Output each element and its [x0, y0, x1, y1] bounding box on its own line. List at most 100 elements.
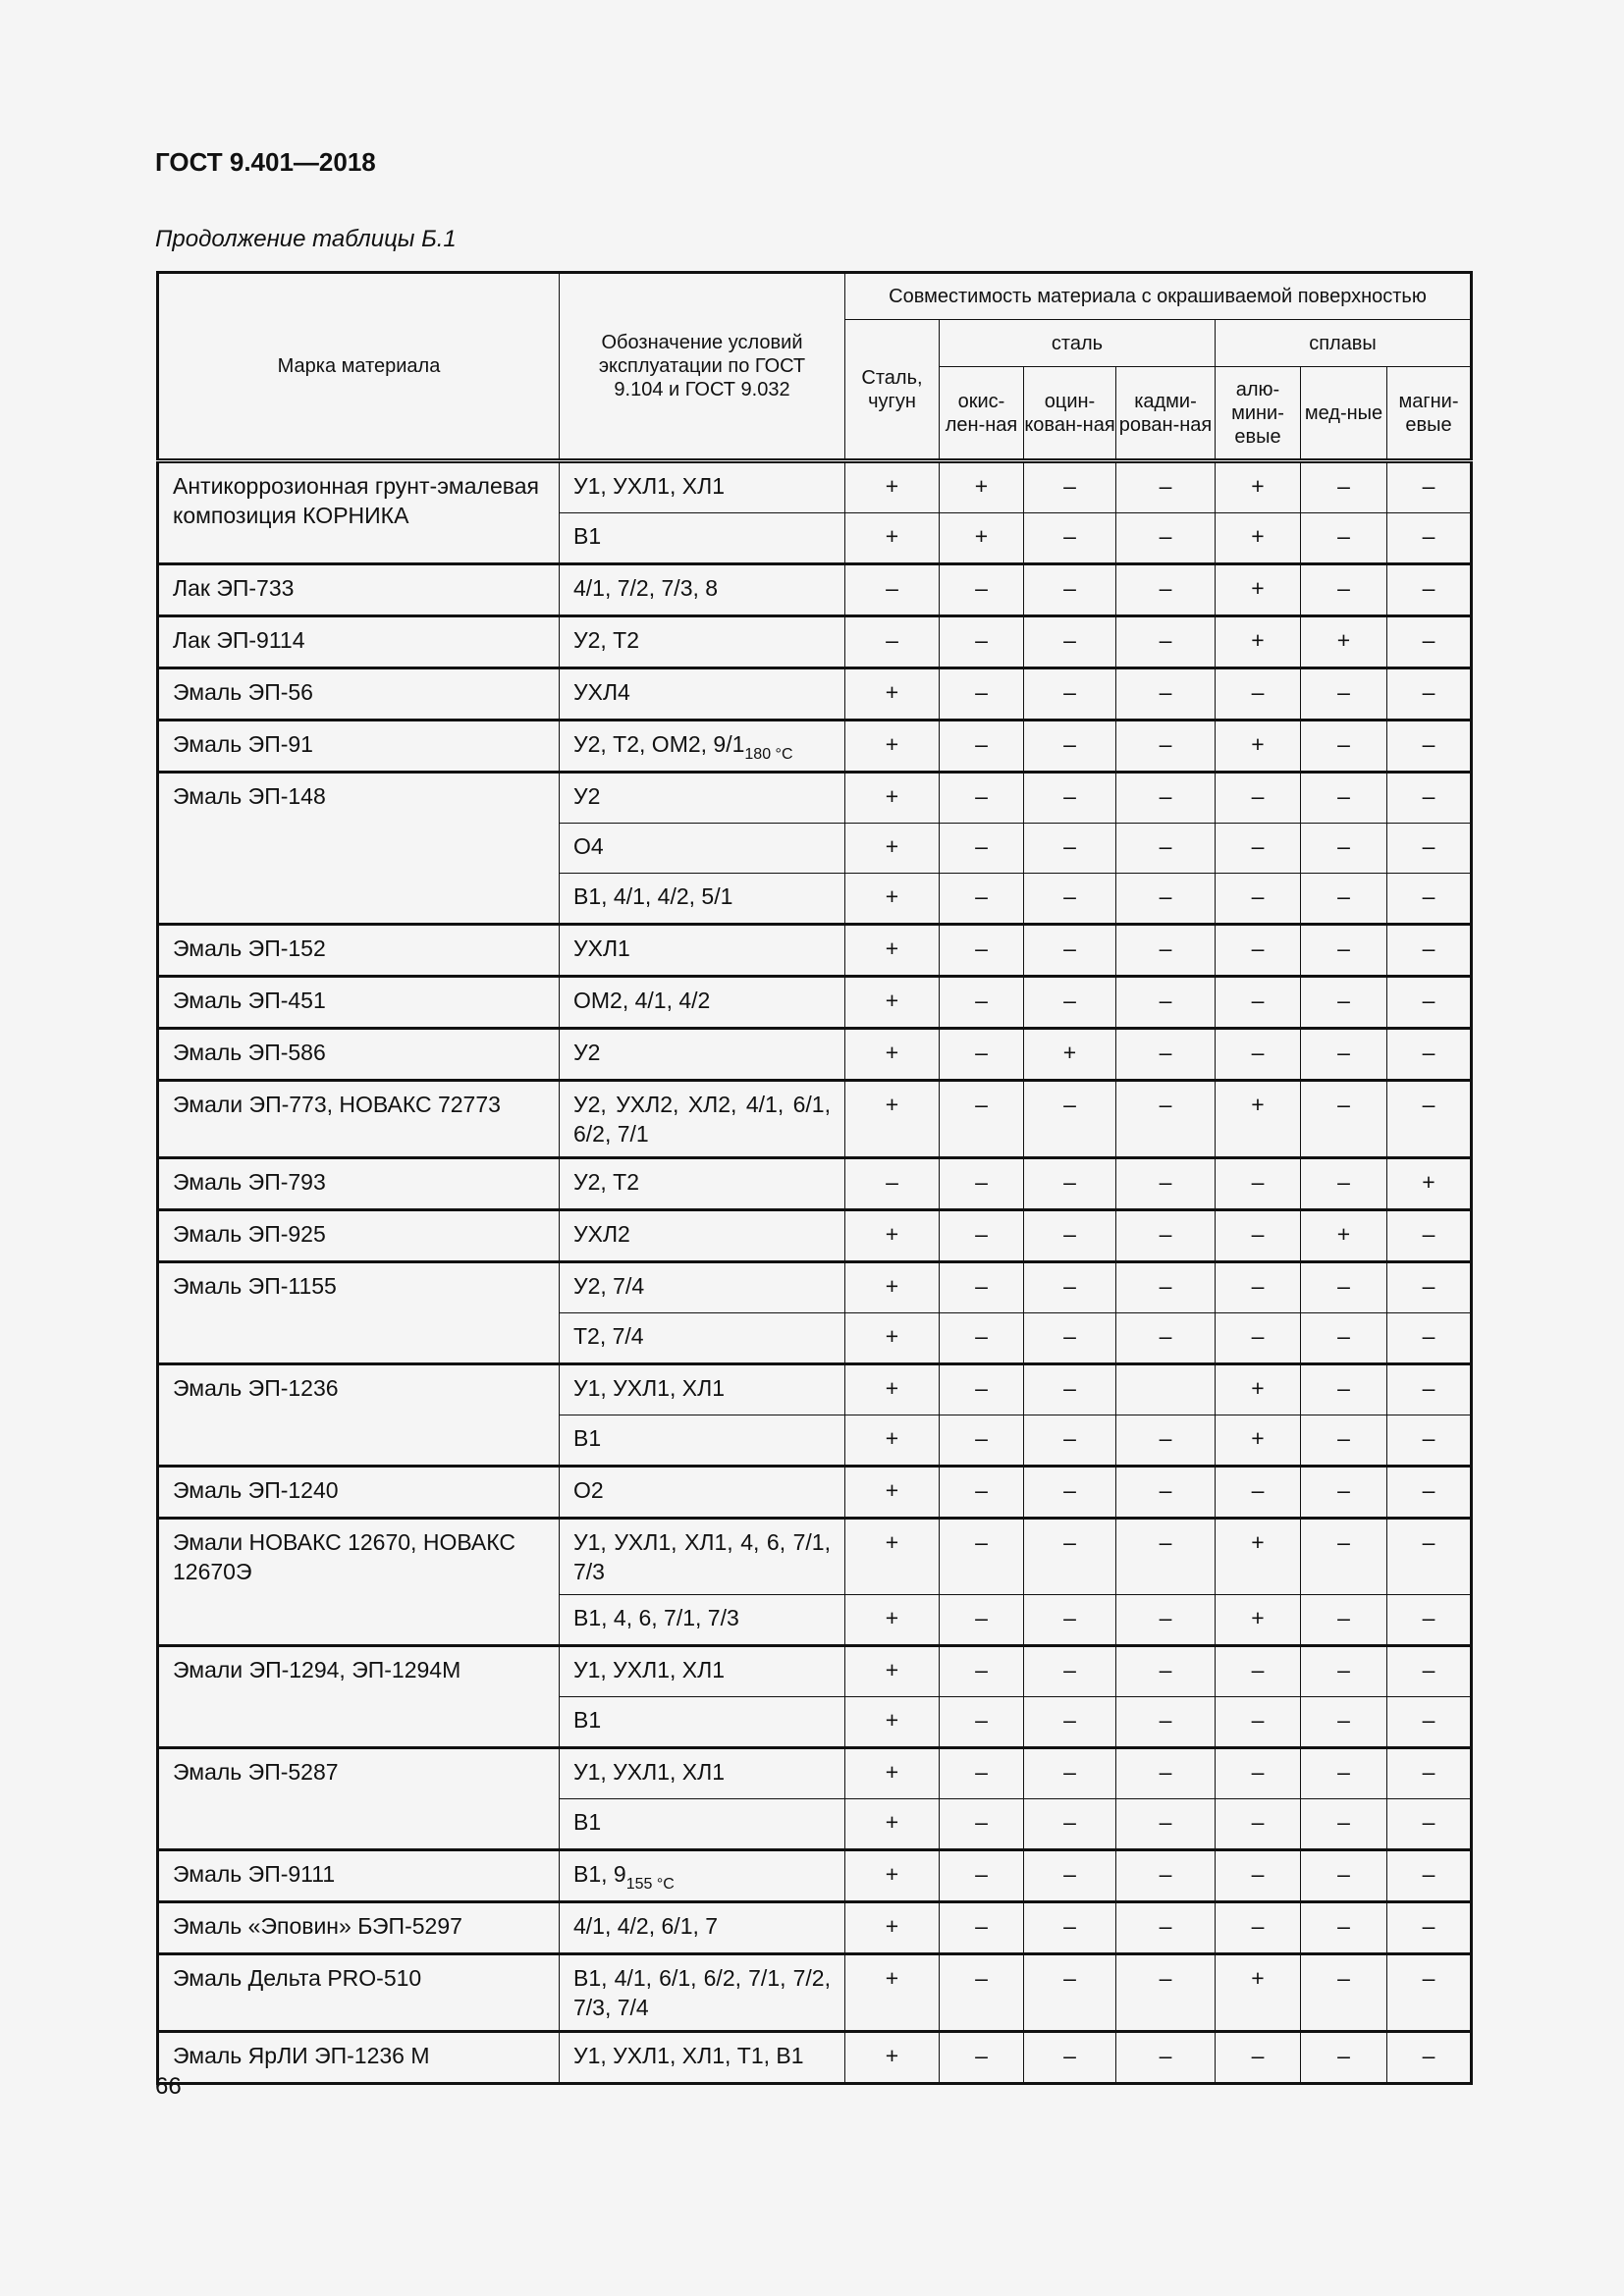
- conditions-text: В1: [573, 1809, 602, 1835]
- compatibility-value: –: [939, 1466, 1024, 1519]
- compatibility-value: +: [844, 1696, 940, 1748]
- compatibility-value: +: [1215, 512, 1301, 564]
- material-name: Лак ЭП-733: [157, 563, 560, 616]
- material-name: Эмаль ЭП-1236: [157, 1363, 560, 1467]
- material-group: Эмаль ЭП-1155 У2, 7/4 + – – – – – – Т2, 7/4 + – – – – –…: [157, 1261, 1472, 1364]
- compatibility-value: –: [939, 1747, 1024, 1799]
- compatibility-value: –: [1300, 1518, 1387, 1595]
- compatibility-value: –: [1215, 1312, 1301, 1364]
- compatibility-value: –: [1115, 823, 1216, 874]
- conditions-cell: У2, Т2: [559, 615, 845, 668]
- compatibility-value: –: [1386, 1312, 1472, 1364]
- header-steel-cast-iron: Сталь, чугун: [844, 319, 940, 463]
- conditions-text: У2: [573, 1040, 601, 1065]
- conditions-cell: В1: [559, 1798, 845, 1850]
- compatibility-table: Марка материала Обозначение условий эксп…: [156, 271, 1473, 2085]
- compatibility-value: –: [1115, 1901, 1216, 1954]
- compatibility-value: –: [1215, 1209, 1301, 1262]
- material-group: Лак ЭП-9114 У2, Т2– – – – + + –: [157, 615, 1472, 668]
- compatibility-value: –: [1115, 924, 1216, 977]
- compatibility-value: –: [1215, 924, 1301, 977]
- material-group: Эмали ЭП-773, НОВАКС 72773 У2, УХЛ2, ХЛ2,…: [157, 1080, 1472, 1158]
- conditions-text: У2, УХЛ2, ХЛ2, 4/1, 6/1, 6/2, 7/1: [573, 1092, 831, 1147]
- compatibility-value: +: [844, 1901, 940, 1954]
- table-row: Эмаль Дельта PRO-510 В1, 4/1, 6/1, 6/2, 7…: [157, 1953, 1472, 2032]
- header-subcol-label: мед-ные: [1304, 401, 1383, 424]
- header-subcol: алю-мини-евые: [1215, 366, 1301, 463]
- table-row: Эмаль ЭП-148 У2 + – – – – – –: [157, 772, 1472, 925]
- material-name: Эмали ЭП-773, НОВАКС 72773: [157, 1080, 560, 1158]
- conditions-text: 4/1, 4/2, 6/1, 7: [573, 1913, 719, 1939]
- compatibility-value: –: [1386, 1261, 1472, 1313]
- compatibility-value: –: [1215, 772, 1301, 824]
- material-group: Эмаль ЭП-1240 О2 + – – – – – –: [157, 1466, 1472, 1519]
- compatibility-value: –: [1386, 512, 1472, 564]
- compatibility-value: –: [1115, 667, 1216, 721]
- compatibility-value: –: [1300, 460, 1387, 513]
- compatibility-value: +: [1215, 1363, 1301, 1415]
- header-subcol: кадми-рован-ная: [1115, 366, 1216, 463]
- temperature-subscript: 155 °С: [625, 1876, 675, 1893]
- conditions-cell: 4/1, 7/2, 7/3, 8: [559, 563, 845, 616]
- compatibility-value: –: [844, 1157, 940, 1210]
- compatibility-value: –: [939, 1312, 1024, 1364]
- compatibility-value: +: [1300, 615, 1387, 668]
- compatibility-value: +: [844, 924, 940, 977]
- compatibility-value: –: [939, 924, 1024, 977]
- compatibility-value: –: [1300, 1849, 1387, 1902]
- table-row: О4 + – – – – – –: [158, 823, 1472, 874]
- compatibility-value: –: [1386, 1901, 1472, 1954]
- compatibility-value: –: [939, 615, 1024, 668]
- compatibility-value: +: [1300, 1209, 1387, 1262]
- compatibility-value: –: [1115, 563, 1216, 616]
- compatibility-value: –: [1300, 1261, 1387, 1313]
- compatibility-value: –: [1115, 1953, 1216, 2032]
- compatibility-value: –: [1023, 823, 1116, 874]
- compatibility-value: –: [1386, 1696, 1472, 1748]
- conditions-text: 4/1, 7/2, 7/3, 8: [573, 575, 719, 601]
- material-group: Эмаль ЭП-152 УХЛ1 + – – – – – –: [157, 924, 1472, 977]
- compatibility-value: –: [1300, 720, 1387, 773]
- table-row: Эмаль ЭП-793 У2, Т2– – – – – – +: [157, 1157, 1472, 1210]
- header-subcol-label: кадми-рован-ная: [1118, 390, 1213, 436]
- compatibility-value: –: [939, 873, 1024, 925]
- compatibility-value: +: [844, 1953, 940, 2032]
- compatibility-value: +: [844, 823, 940, 874]
- conditions-cell: В1, 4/1, 6/1, 6/2, 7/1, 7/2, 7/3, 7/4: [559, 1953, 845, 2032]
- conditions-text: У1, УХЛ1, ХЛ1: [573, 473, 726, 499]
- table-row: Эмаль ЭП-925 УХЛ2 + – – – – + –: [157, 1209, 1472, 1262]
- compatibility-value: –: [1215, 667, 1301, 721]
- material-group: Эмали НОВАКС 12670, НОВАКС 12670Э У1, УХЛ…: [157, 1518, 1472, 1646]
- compatibility-value: –: [1386, 873, 1472, 925]
- conditions-cell: У2: [559, 772, 845, 824]
- material-name: Эмаль ЭП-56: [157, 667, 560, 721]
- compatibility-value: –: [939, 1645, 1024, 1697]
- compatibility-value: –: [1215, 1901, 1301, 1954]
- compatibility-value: +: [1215, 1415, 1301, 1467]
- compatibility-value: –: [1215, 873, 1301, 925]
- compatibility-value: –: [1215, 1747, 1301, 1799]
- compatibility-value: –: [939, 1798, 1024, 1850]
- conditions-cell: У1, УХЛ1, ХЛ1, Т1, В1: [559, 2031, 845, 2084]
- compatibility-value: +: [1386, 1157, 1472, 1210]
- table-row: Т2, 7/4 + – – – – – –: [158, 1312, 1472, 1364]
- material-name: Эмаль Дельта PRO-510: [157, 1953, 560, 2032]
- conditions-text: В1, 4, 6, 7/1, 7/3: [573, 1605, 739, 1630]
- header-subcol-label: магни-евые: [1398, 390, 1459, 436]
- conditions-text: У1, УХЛ1, ХЛ1: [573, 1375, 726, 1401]
- compatibility-value: +: [844, 1312, 940, 1364]
- compatibility-value: –: [1023, 2031, 1116, 2084]
- conditions-cell: У1, УХЛ1, ХЛ1: [559, 1645, 845, 1697]
- compatibility-value: –: [844, 563, 940, 616]
- compatibility-value: –: [939, 1080, 1024, 1158]
- compatibility-value: –: [939, 1696, 1024, 1748]
- compatibility-value: –: [1300, 2031, 1387, 2084]
- material-name: Эмаль ЭП-793: [157, 1157, 560, 1210]
- compatibility-value: –: [1300, 563, 1387, 616]
- compatibility-value: –: [1023, 460, 1116, 513]
- conditions-text: У2, Т2, ОМ2, 9/1: [573, 731, 745, 757]
- conditions-text: УХЛ2: [573, 1221, 630, 1247]
- material-group: Эмаль ЭП-793 У2, Т2– – – – – – +: [157, 1157, 1472, 1210]
- compatibility-value: –: [1215, 1028, 1301, 1081]
- compatibility-value: –: [1300, 976, 1387, 1029]
